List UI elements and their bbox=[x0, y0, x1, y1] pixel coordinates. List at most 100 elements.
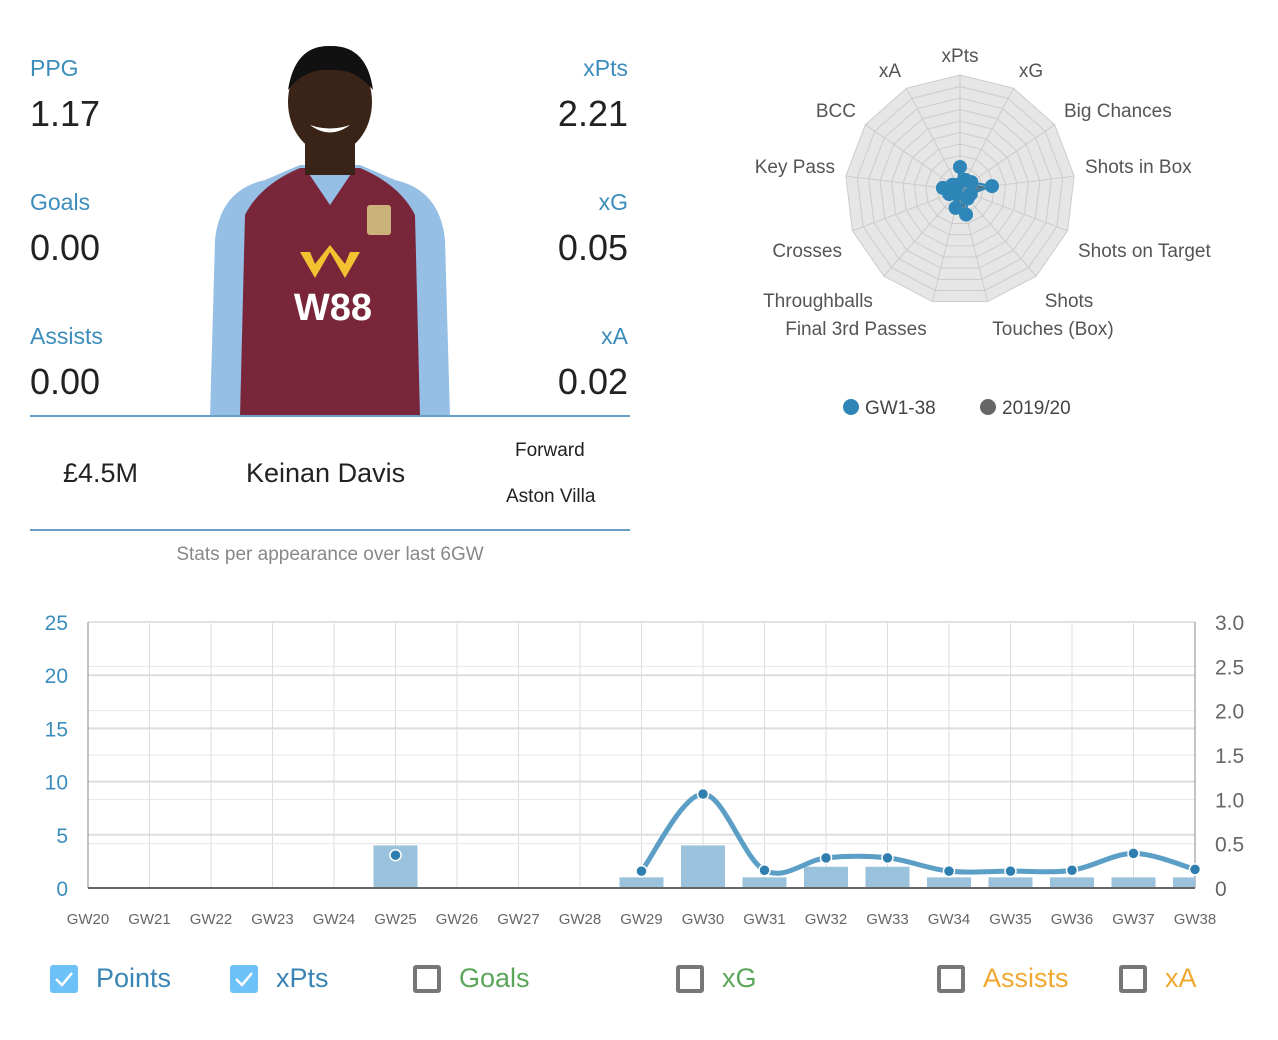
legend-marker bbox=[843, 399, 859, 415]
xpts-point bbox=[758, 864, 771, 877]
x-tick-label: GW24 bbox=[313, 911, 356, 928]
xpts-value: 2.21 bbox=[557, 93, 628, 134]
toggle-goals[interactable]: Goals bbox=[413, 963, 530, 994]
legend-label: GW1-38 bbox=[865, 398, 936, 419]
checkbox[interactable] bbox=[1119, 964, 1147, 993]
radar-axis-label: Shots bbox=[1045, 291, 1094, 312]
x-tick-label: GW21 bbox=[128, 911, 171, 928]
points-bar bbox=[865, 866, 910, 888]
checkbox[interactable] bbox=[230, 964, 258, 993]
legend-marker bbox=[980, 399, 996, 415]
legend-label: 2019/20 bbox=[1002, 398, 1071, 419]
toggle-label: Assists bbox=[983, 963, 1069, 993]
radar-grid-ring bbox=[913, 143, 1007, 236]
x-tick-label: GW20 bbox=[67, 911, 110, 928]
xpts-line bbox=[639, 791, 1196, 876]
xa-value: 0.02 bbox=[557, 361, 628, 402]
checkbox[interactable] bbox=[50, 964, 78, 993]
ppg-label: PPG bbox=[30, 55, 79, 81]
radar-axis-line bbox=[959, 189, 1037, 277]
radar-chart: xPts xG Big Chances Shots in Box Shots on Ta… bbox=[755, 46, 1212, 419]
points-bar bbox=[927, 877, 971, 888]
xg-value: 0.05 bbox=[557, 227, 628, 268]
left-axis-tick: 15 bbox=[45, 718, 68, 741]
right-axis-tick: 3.0 bbox=[1215, 612, 1244, 635]
toggle-label: xPts bbox=[276, 963, 329, 993]
player-photo: W88 bbox=[210, 45, 450, 417]
xg-label: xG bbox=[598, 189, 628, 215]
toggle-assists[interactable]: Assists bbox=[937, 963, 1069, 994]
xpts-point bbox=[635, 864, 648, 878]
player-team: Aston Villa bbox=[506, 486, 596, 507]
check-icon bbox=[55, 971, 73, 987]
left-axis-tick: 10 bbox=[45, 772, 68, 795]
radar-axis-label: xG bbox=[1019, 61, 1043, 82]
radar-axis-label: Touches (Box) bbox=[992, 319, 1113, 340]
player-price: £4.5M bbox=[63, 458, 139, 488]
radar-axis-label: Final 3rd Passes bbox=[785, 319, 927, 340]
radar-axis-label: xA bbox=[879, 61, 902, 82]
radar-axis-line bbox=[852, 189, 961, 232]
toggle-xpts[interactable]: xPts bbox=[230, 963, 329, 994]
points-bar bbox=[804, 866, 848, 888]
radar-grid-ring bbox=[868, 97, 1052, 280]
right-axis-tick: 2.5 bbox=[1215, 656, 1244, 679]
assists-label: Assists bbox=[30, 323, 103, 349]
left-axis-tick: 25 bbox=[45, 612, 68, 635]
radar-point bbox=[964, 175, 979, 190]
x-tick-label: GW22 bbox=[190, 911, 233, 928]
xpts-point bbox=[881, 851, 894, 865]
x-tick-label: GW33 bbox=[866, 911, 909, 928]
xpts-point bbox=[389, 848, 402, 862]
goals-label: Goals bbox=[30, 189, 91, 215]
xpts-point bbox=[1188, 863, 1202, 876]
x-tick-label: GW34 bbox=[928, 911, 971, 928]
points-bar bbox=[1111, 877, 1156, 888]
radar-grid-ring bbox=[856, 85, 1064, 291]
radar-axis-line bbox=[959, 189, 1068, 232]
radar-axis-line bbox=[883, 189, 961, 277]
xpts-point bbox=[819, 851, 833, 865]
right-axis-tick: 0 bbox=[1215, 878, 1227, 901]
radar-axis-label: Shots on Target bbox=[1078, 241, 1211, 262]
x-tick-label: GW27 bbox=[497, 911, 540, 928]
right-axis-tick: 1.5 bbox=[1215, 745, 1244, 768]
right-axis-tick: 1.0 bbox=[1215, 789, 1244, 812]
x-tick-label: GW23 bbox=[251, 911, 294, 928]
shirt-sponsor: W88 bbox=[294, 287, 372, 329]
checkbox[interactable] bbox=[937, 964, 965, 993]
radar-point bbox=[948, 200, 963, 215]
right-axis-tick: 0.5 bbox=[1215, 834, 1244, 857]
radar-axis-label: Big Chances bbox=[1064, 101, 1172, 122]
x-tick-label: GW26 bbox=[436, 911, 479, 928]
radar-axis-label: Throughballs bbox=[763, 291, 873, 312]
xpts-point bbox=[1127, 847, 1140, 860]
toggle-xg[interactable]: xG bbox=[676, 963, 757, 994]
x-tick-label: GW32 bbox=[805, 911, 848, 928]
toggle-label: Goals bbox=[459, 963, 530, 993]
right-axis-tick: 2.0 bbox=[1215, 701, 1244, 724]
x-tick-label: GW28 bbox=[559, 911, 602, 928]
radar-axis-label: Crosses bbox=[772, 241, 842, 262]
radar-axis-line bbox=[959, 87, 1014, 191]
checkbox[interactable] bbox=[676, 964, 704, 993]
checkbox[interactable] bbox=[413, 964, 441, 993]
x-tick-label: GW30 bbox=[682, 911, 725, 928]
xa-label: xA bbox=[601, 323, 628, 349]
toggle-points[interactable]: Points bbox=[50, 963, 171, 994]
radar-point bbox=[953, 160, 967, 174]
radar-axis-label: BCC bbox=[816, 101, 856, 122]
goals-value: 0.00 bbox=[30, 227, 101, 268]
left-axis-tick: 5 bbox=[56, 825, 68, 848]
toggle-xa[interactable]: xA bbox=[1119, 963, 1197, 994]
divider bbox=[30, 415, 630, 417]
points-bar bbox=[681, 845, 725, 888]
assists-value: 0.00 bbox=[30, 361, 101, 402]
radar-axis-line bbox=[865, 124, 961, 191]
radar-axis-label: Key Pass bbox=[755, 157, 835, 178]
toggle-label: xA bbox=[1165, 963, 1197, 993]
radar-point bbox=[960, 191, 975, 206]
x-tick-label: GW31 bbox=[743, 911, 786, 928]
radar-axis-label: Shots in Box bbox=[1085, 157, 1192, 178]
radar-axis-label: xPts bbox=[942, 46, 979, 67]
